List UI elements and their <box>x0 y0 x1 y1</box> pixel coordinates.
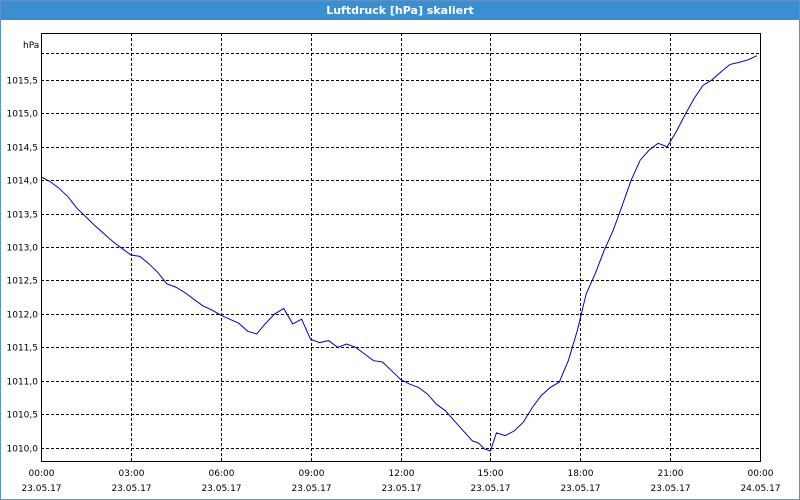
y-tick-label: 1012,5 <box>7 277 39 287</box>
y-tick-label: 1014,0 <box>7 177 39 187</box>
x-tick-date: 23.05.17 <box>560 484 600 494</box>
grid <box>41 33 760 461</box>
x-tick-date: 23.05.17 <box>111 484 151 494</box>
y-tick-label: 1015,0 <box>7 110 39 120</box>
x-tick-time: 12:00 <box>389 469 415 479</box>
x-tick-date: 23.05.17 <box>470 484 510 494</box>
y-tick-label: 1010,5 <box>7 411 39 421</box>
y-axis-label: hPa <box>23 41 39 51</box>
y-tick-label: 1011,5 <box>7 344 39 354</box>
x-tick-date: 23.05.17 <box>291 484 331 494</box>
y-tick-label: 1015,5 <box>7 77 39 87</box>
y-tick-label: 1010,0 <box>7 445 39 455</box>
y-tick-label: 1014,5 <box>7 144 39 154</box>
y-tick-label: 1011,0 <box>7 378 39 388</box>
x-tick-date: 23.05.17 <box>381 484 421 494</box>
x-tick-labels: 00:00 23.05.17 03:00 23.05.17 06:00 23.05.17 0… <box>21 469 780 494</box>
x-tick-date: 23.05.17 <box>650 484 690 494</box>
x-tick-date: 23.05.17 <box>21 484 61 494</box>
x-tick-time: 03:00 <box>119 469 145 479</box>
chart-title: Luftdruck [hPa] skaliert <box>1 1 799 20</box>
plot-area-frame <box>41 33 761 462</box>
x-tick-time: 00:00 <box>748 469 774 479</box>
x-tick-time: 21:00 <box>658 469 684 479</box>
x-tick-time: 18:00 <box>568 469 594 479</box>
x-tick-date: 24.05.17 <box>740 484 780 494</box>
x-tick-time: 00:00 <box>29 469 55 479</box>
x-tick-time: 09:00 <box>299 469 325 479</box>
y-tick-label: 1013,5 <box>7 211 39 221</box>
x-tick-date: 23.05.17 <box>201 484 241 494</box>
pressure-chart: hPa 1010,0 1010,5 1011,0 1011,5 1012,0 1012,5… <box>7 33 781 494</box>
pressure-series-line <box>40 55 758 452</box>
y-tick-labels: 1010,0 1010,5 1011,0 1011,5 1012,0 1012,5 1013… <box>7 77 39 455</box>
x-tick-time: 06:00 <box>209 469 235 479</box>
y-tick-label: 1013,0 <box>7 244 39 254</box>
x-tick-time: 15:00 <box>478 469 504 479</box>
y-tick-label: 1012,0 <box>7 311 39 321</box>
